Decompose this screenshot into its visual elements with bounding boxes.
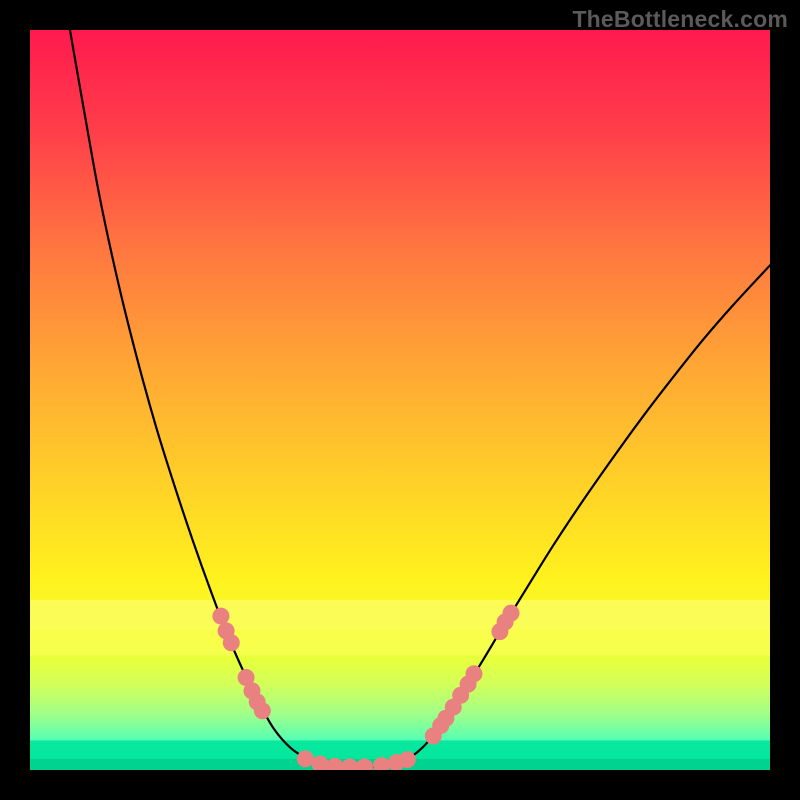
chart-frame: TheBottleneck.com <box>0 0 800 800</box>
data-marker <box>254 702 271 719</box>
data-marker <box>223 634 240 651</box>
plot-area <box>30 30 770 770</box>
data-marker <box>466 665 483 682</box>
attribution-label: TheBottleneck.com <box>572 6 788 33</box>
data-marker <box>399 751 416 768</box>
data-marker <box>503 605 520 622</box>
data-marker <box>297 750 314 767</box>
bottleneck-curve-chart <box>30 30 770 770</box>
data-marker <box>212 608 229 625</box>
